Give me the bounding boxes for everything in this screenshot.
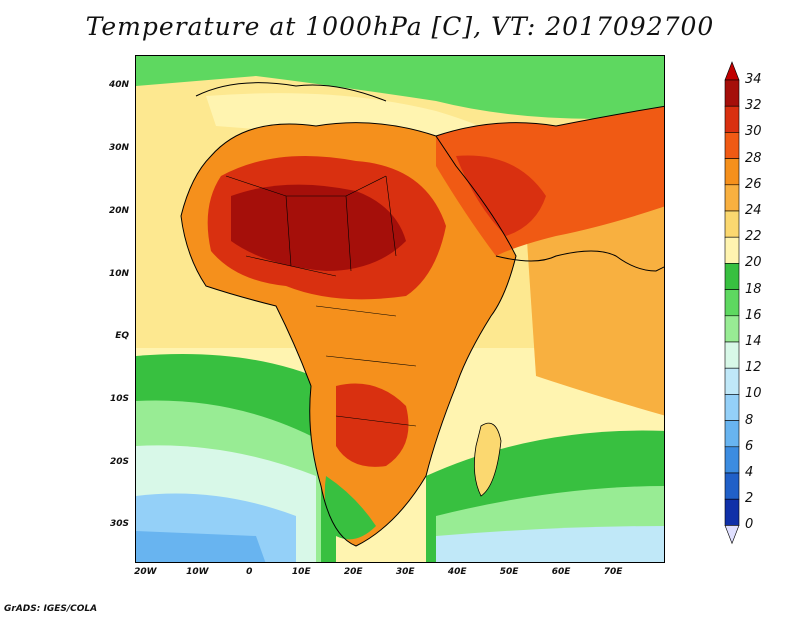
south-africa-cool — [324, 476, 376, 540]
colorbar-segment — [724, 315, 740, 343]
arabian-sea — [526, 196, 664, 416]
sahara-hottest-core — [231, 184, 406, 271]
colorbar-label: 34 — [745, 72, 762, 87]
colorbar-label: 6 — [745, 438, 754, 454]
lon-tick-label: 0 — [246, 567, 253, 577]
colorbar-label: 8 — [745, 412, 754, 428]
madagascar — [473, 422, 502, 497]
colorbar-segment — [724, 132, 740, 159]
colorbar-segment — [724, 394, 740, 421]
colorbar-segment — [724, 472, 740, 500]
colorbar-segment — [724, 420, 740, 448]
lat-tick-label: 30N — [108, 143, 129, 154]
lon-tick-label: 70E — [603, 567, 623, 577]
lon-tick-label: 10W — [186, 567, 209, 577]
colorbar-label: 4 — [745, 465, 754, 480]
colorbar-label: 22 — [745, 229, 762, 245]
lat-tick-label: 10S — [109, 393, 129, 404]
lon-tick-label: 30E — [395, 567, 415, 577]
colorbar-segment — [724, 158, 740, 186]
colorbar-label: 18 — [745, 281, 762, 297]
colorbar-label: 10 — [745, 386, 762, 402]
country-borders — [225, 175, 417, 427]
lon-tick-label: 20E — [343, 567, 363, 577]
lon-tick-label: 50E — [499, 567, 519, 577]
colorbar-segment — [724, 236, 740, 264]
colorbar-segment — [724, 184, 740, 212]
europe-north — [136, 56, 664, 119]
lon-tick-label: 40E — [447, 567, 467, 577]
colorbar-label: 32 — [745, 98, 762, 114]
lat-tick-label: 20N — [108, 205, 129, 216]
lon-tick-label: 60E — [551, 567, 571, 577]
lon-tick-label: 20W — [134, 567, 157, 577]
colorbar-segment — [724, 498, 740, 526]
lon-tick-label: 10E — [291, 567, 311, 577]
lat-tick-label: 40N — [108, 80, 129, 91]
colorbar-bottom-arrow — [724, 525, 740, 545]
map-title: Temperature at 1000hPa [C], VT: 20170927… — [85, 12, 715, 41]
indian-ocean-cool-band — [436, 526, 664, 562]
southern-africa-hot-region — [336, 383, 409, 467]
arabia-hot-core — [456, 155, 546, 236]
temperature-field — [136, 56, 664, 562]
colorbar-label: 24 — [745, 203, 762, 218]
colorbar-segment — [724, 263, 740, 290]
colorbar-segment — [724, 79, 740, 107]
lat-tick-label: 30S — [109, 519, 129, 530]
lat-tick-label: EQ — [115, 331, 129, 342]
colorbar-label: 28 — [745, 150, 762, 166]
europe-coastline — [195, 82, 387, 102]
colorbar-segment — [724, 341, 740, 369]
colorbar-top-arrow — [724, 61, 740, 81]
colorbar-label: 20 — [745, 255, 762, 271]
colorbar-segment — [724, 210, 740, 238]
colorbar-label: 30 — [745, 124, 762, 140]
colorbar-segment — [724, 289, 740, 317]
software-credit: GrADS: IGES/COLA — [4, 604, 98, 614]
colorbar-segment — [724, 446, 740, 474]
colorbar-label: 0 — [745, 517, 754, 533]
arabia-coastline — [495, 250, 664, 272]
temperature-map — [135, 55, 665, 563]
lat-tick-label: 10N — [108, 268, 129, 279]
colorbar-label: 26 — [745, 176, 762, 192]
south-atlantic-coldest-band — [136, 531, 266, 562]
colorbar-label: 2 — [745, 491, 754, 507]
colorbar-label: 12 — [745, 360, 762, 376]
colorbar-label: 14 — [745, 334, 762, 349]
colorbar-segment — [724, 105, 740, 133]
colorbar-segment — [724, 367, 740, 395]
colorbar-label: 16 — [745, 307, 762, 323]
lat-tick-label: 20S — [109, 456, 129, 467]
africa-coastline — [180, 122, 517, 547]
asia-coastline — [435, 105, 664, 137]
